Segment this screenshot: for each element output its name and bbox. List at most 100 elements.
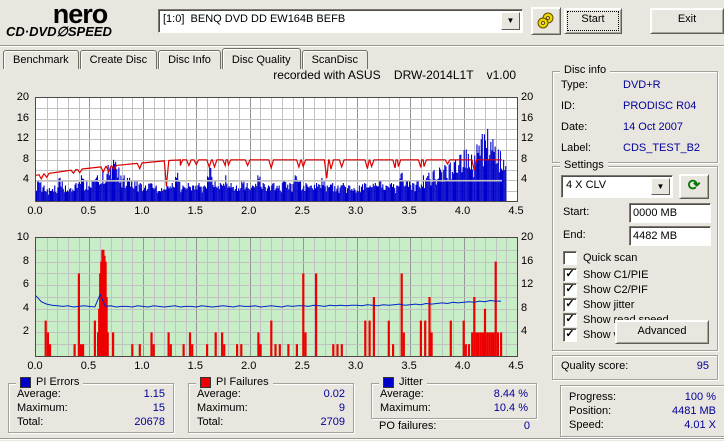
disc-tray-button[interactable] bbox=[531, 7, 561, 35]
total-label: Total: bbox=[197, 416, 224, 428]
progress-value: 100 % bbox=[684, 391, 716, 403]
axis-tick-label: 8 bbox=[521, 152, 528, 165]
disc-id-label: ID: bbox=[561, 100, 576, 112]
jitter-legend-swatch bbox=[383, 376, 394, 388]
maximum-label: Maximum: bbox=[197, 402, 248, 414]
axis-tick-label: 1.0 bbox=[134, 205, 150, 217]
checkbox-label: Show C1/PIE bbox=[583, 268, 649, 281]
tab-scandisc[interactable]: ScanDisc bbox=[301, 50, 369, 69]
pi-failures-average: 0.02 bbox=[323, 388, 345, 400]
refresh-button[interactable]: ⟳ bbox=[679, 174, 709, 199]
checkbox-quick-scan[interactable]: Quick scan bbox=[563, 250, 638, 265]
axis-tick-label: 3.0 bbox=[348, 360, 364, 372]
checkbox-label: Show C2/PIF bbox=[583, 283, 648, 296]
advanced-button-label: Advanced bbox=[637, 325, 687, 337]
scan-speed-dropdown[interactable]: 4 X CLV ▼ bbox=[561, 175, 673, 198]
axis-tick-label: 0.0 bbox=[27, 360, 43, 372]
exit-button[interactable]: Exit bbox=[650, 8, 724, 34]
jitter-stats-box: Jitter Average: 8.44 % Maximum: 10.4 % bbox=[371, 376, 537, 419]
axis-tick-label: 2 bbox=[22, 325, 29, 338]
maximum-label: Maximum: bbox=[17, 402, 68, 414]
pi-failures-title: PI Failures bbox=[216, 376, 269, 388]
chevron-down-icon[interactable]: ▼ bbox=[501, 12, 520, 30]
axis-tick-label: 16 bbox=[521, 111, 534, 124]
axis-tick-label: 6 bbox=[22, 278, 29, 291]
average-label: Average: bbox=[17, 388, 61, 400]
checkbox-show-c2-pif[interactable]: Show C2/PIF bbox=[563, 282, 648, 297]
end-mb-label: End: bbox=[563, 229, 586, 241]
jitter-average: 8.44 % bbox=[493, 388, 528, 400]
drive-select-dropdown[interactable]: [1:0] BENQ DVD DD EW164B BEFB ▼ bbox=[158, 9, 523, 33]
axis-tick-label: 2.5 bbox=[294, 360, 310, 372]
axis-tick-label: 1.5 bbox=[187, 205, 203, 217]
pi-errors-total: 20678 bbox=[134, 416, 165, 428]
axis-tick-label: 2.5 bbox=[294, 205, 310, 217]
pi-errors-title: PI Errors bbox=[36, 376, 80, 388]
chevron-down-icon[interactable]: ▼ bbox=[651, 178, 670, 195]
position-label: Position: bbox=[569, 405, 612, 417]
po-failures-label: PO failures: bbox=[379, 420, 437, 432]
scan-speed-value: 4 X CLV bbox=[566, 179, 607, 191]
total-label: Total: bbox=[17, 416, 44, 428]
maximum-label: Maximum: bbox=[380, 402, 431, 414]
start-button-label: Start bbox=[581, 13, 605, 25]
axis-tick-label: 3.5 bbox=[401, 205, 417, 217]
speed-value: 4.01 X bbox=[684, 419, 716, 431]
axis-tick-label: 12 bbox=[16, 132, 29, 145]
axis-tick-label: 4.5 bbox=[508, 205, 524, 217]
nero-logo-text: nero bbox=[52, 0, 109, 29]
tab-disc-info[interactable]: Disc Info bbox=[158, 50, 221, 69]
po-failures-value: 0 bbox=[523, 420, 530, 432]
disc-type-value: DVD+R bbox=[623, 79, 661, 91]
axis-tick-label: 16 bbox=[521, 254, 534, 267]
advanced-button[interactable]: Advanced bbox=[615, 320, 709, 344]
average-label: Average: bbox=[197, 388, 241, 400]
end-mb-field[interactable] bbox=[629, 226, 711, 246]
pi-errors-chart bbox=[35, 97, 518, 202]
pi-failures-total: 2709 bbox=[320, 416, 345, 428]
checkbox-show-c1-pie[interactable]: Show C1/PIE bbox=[563, 267, 649, 282]
axis-tick-label: 0.0 bbox=[27, 205, 43, 217]
axis-tick-label: 2.0 bbox=[241, 360, 257, 372]
speed-label: Speed: bbox=[569, 419, 604, 431]
disc-label-label: Label: bbox=[561, 142, 591, 154]
axis-tick-label: 20 bbox=[521, 91, 534, 103]
disc-label-value: CDS_TEST_B2 bbox=[623, 142, 701, 154]
pi-errors-stats-box: PI Errors Average: 1.15 Maximum: 15 Total:… bbox=[8, 376, 174, 433]
start-button[interactable]: Start bbox=[564, 8, 622, 34]
tab-create-disc[interactable]: Create Disc bbox=[79, 50, 158, 69]
axis-tick-label: 10 bbox=[16, 231, 29, 243]
axis-tick-label: 3.0 bbox=[348, 205, 364, 217]
axis-tick-label: 2.0 bbox=[241, 205, 257, 217]
axis-tick-label: 4.5 bbox=[508, 360, 524, 372]
progress-box: Progress: 100 % Position: 4481 MB Speed: 4.… bbox=[560, 385, 724, 437]
checkbox-label: Show jitter bbox=[583, 298, 635, 311]
axis-tick-label: 8 bbox=[22, 152, 29, 165]
quality-score-value: 95 bbox=[696, 360, 709, 372]
axis-tick-label: 4 bbox=[521, 173, 528, 186]
checkbox-show-jitter[interactable]: Show jitter bbox=[563, 297, 635, 312]
tab-disc-quality[interactable]: Disc Quality bbox=[221, 48, 301, 69]
axis-tick-label: 0.5 bbox=[80, 205, 97, 217]
settings-title: Settings bbox=[560, 159, 608, 171]
pi-errors-maximum: 15 bbox=[152, 402, 165, 414]
checkbox-label: Quick scan bbox=[583, 251, 638, 264]
tab-benchmark[interactable]: Benchmark bbox=[3, 50, 79, 69]
cd-dvd-speed-logo-text: CD·DVD∅SPEED bbox=[6, 24, 112, 39]
settings-group: Settings 4 X CLV ▼ ⟳ Start: End: Quick s… bbox=[552, 159, 718, 351]
pi-errors-average: 1.15 bbox=[143, 388, 165, 400]
disc-date-value: 14 Oct 2007 bbox=[623, 121, 683, 133]
quality-score-label: Quality score: bbox=[561, 360, 629, 372]
axis-tick-label: 8 bbox=[22, 254, 29, 267]
pi-failures-maximum: 9 bbox=[338, 402, 345, 414]
axis-tick-label: 1.0 bbox=[134, 360, 150, 372]
axis-tick-label: 4 bbox=[521, 325, 528, 338]
axis-tick-label: 4 bbox=[22, 173, 29, 186]
po-failures-row: PO failures: 0 bbox=[379, 420, 535, 434]
window-bottom-edge bbox=[0, 438, 724, 440]
disc-id-value: PRODISC R04 bbox=[623, 100, 697, 112]
jitter-title: Jitter bbox=[399, 376, 423, 388]
start-mb-field[interactable] bbox=[629, 203, 711, 223]
axis-tick-label: 3.5 bbox=[401, 360, 417, 372]
